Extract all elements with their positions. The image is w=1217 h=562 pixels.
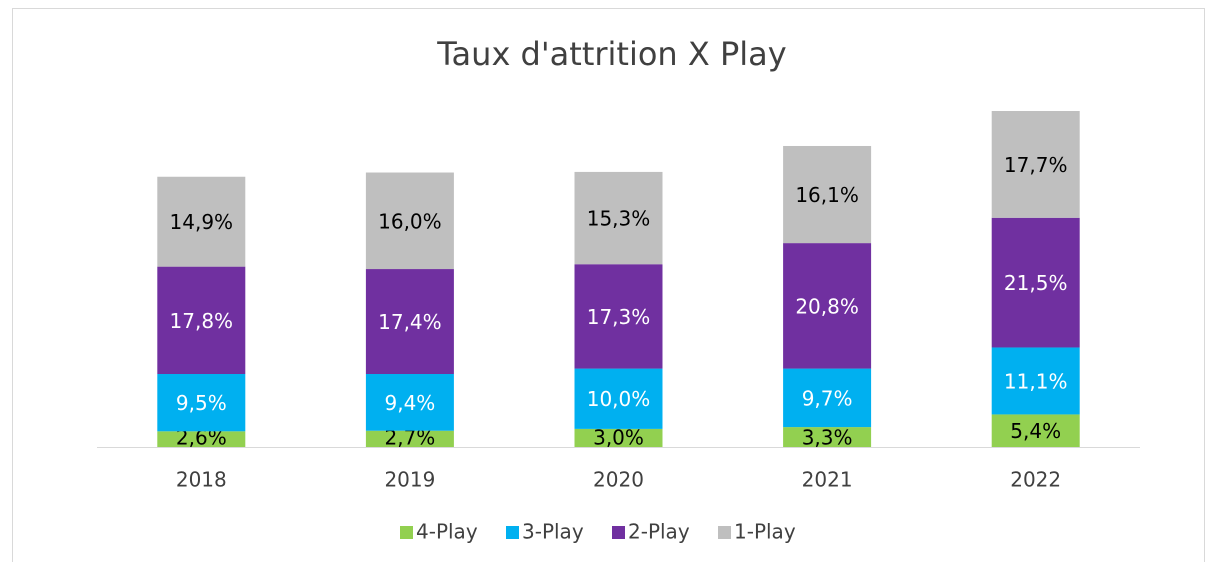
data-label: 3,3% (802, 426, 853, 450)
legend-label: 1-Play (734, 520, 796, 544)
chart-title: Taux d'attrition X Play (436, 35, 786, 73)
data-label: 17,8% (170, 309, 234, 333)
data-label: 21,5% (1004, 271, 1068, 295)
legend-swatch (612, 526, 625, 539)
legend-swatch (506, 526, 519, 539)
legend-label: 3-Play (522, 520, 584, 544)
bar-segment (157, 176, 246, 267)
x-tick-label: 2019 (384, 468, 435, 492)
x-tick-label: 2018 (176, 468, 227, 492)
x-tick-label: 2021 (802, 468, 853, 492)
data-label: 9,4% (384, 391, 435, 415)
bar-segment (783, 368, 872, 428)
data-label: 16,0% (378, 209, 442, 233)
bar-segment (365, 269, 454, 375)
x-tick-label: 2022 (1010, 468, 1061, 492)
bar-segment (991, 217, 1080, 348)
data-label: 17,3% (587, 305, 651, 329)
data-label: 5,4% (1010, 419, 1061, 443)
bar-segment (365, 172, 454, 270)
bar-segment (157, 431, 246, 447)
bar-segment (783, 243, 872, 369)
data-label: 3,0% (593, 426, 644, 450)
data-label: 16,1% (795, 183, 859, 207)
data-label: 15,3% (587, 207, 651, 231)
data-label: 14,9% (170, 210, 234, 234)
bar-segment (991, 414, 1080, 447)
bar-segment (157, 374, 246, 432)
bar-segment (574, 264, 663, 369)
x-tick-label: 2020 (593, 468, 644, 492)
bar-segment (783, 145, 872, 244)
bar-segment (783, 427, 872, 447)
bar-segment (365, 430, 454, 447)
bar-segment (991, 347, 1080, 415)
bar-segment (991, 111, 1080, 218)
data-label: 20,8% (795, 294, 859, 318)
data-label: 17,4% (378, 310, 442, 334)
data-label: 17,7% (1004, 153, 1068, 177)
bar-segment (574, 171, 663, 265)
legend-label: 4-Play (416, 520, 478, 544)
data-label: 9,5% (176, 391, 227, 415)
data-label: 10,0% (587, 387, 651, 411)
bar-segment (574, 428, 663, 447)
legend-swatch (400, 526, 413, 539)
bar-segment (574, 368, 663, 429)
data-label: 9,7% (802, 386, 853, 410)
bar-segment (157, 266, 246, 375)
data-label: 11,1% (1004, 369, 1068, 393)
bar-segment (365, 374, 454, 431)
legend-label: 2-Play (628, 520, 690, 544)
legend-swatch (718, 526, 731, 539)
